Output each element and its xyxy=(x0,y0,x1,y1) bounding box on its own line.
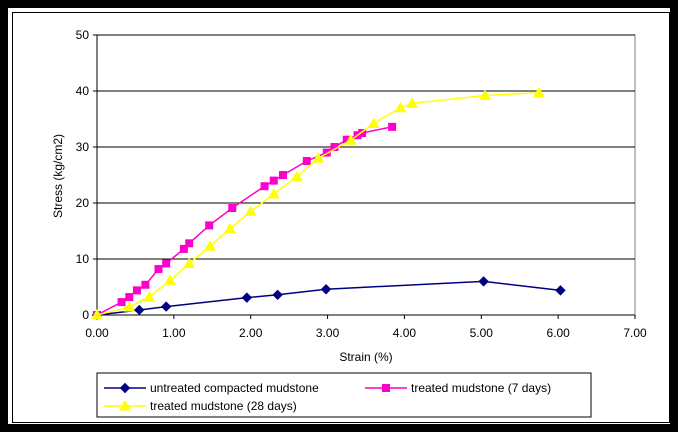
x-tick-label: 3.00 xyxy=(316,326,340,340)
data-point xyxy=(267,188,280,199)
x-tick-label: 5.00 xyxy=(470,326,494,340)
data-point xyxy=(479,89,491,100)
y-tick-label: 30 xyxy=(76,140,90,154)
data-point xyxy=(367,117,380,128)
data-point xyxy=(134,304,145,316)
data-point xyxy=(205,221,214,230)
data-point xyxy=(164,274,176,285)
legend-item: treated mudstone (7 days) xyxy=(365,381,551,395)
x-tick-label: 1.00 xyxy=(162,326,186,340)
legend-label: treated mudstone (7 days) xyxy=(411,381,551,395)
legend-marker xyxy=(382,384,390,392)
x-axis-label: Strain (%) xyxy=(339,350,392,364)
plot-area xyxy=(96,34,636,316)
legend: untreated compacted mudstone treated muds… xyxy=(96,372,592,418)
data-point xyxy=(344,134,357,145)
y-axis-label: Stress (kg/cm2) xyxy=(51,134,65,218)
data-point xyxy=(141,280,150,289)
data-point xyxy=(204,240,216,251)
series-3 xyxy=(91,86,545,320)
data-point xyxy=(224,222,236,234)
data-point xyxy=(302,157,311,165)
data-point xyxy=(406,97,418,108)
x-tick-label: 6.00 xyxy=(546,326,570,340)
data-point xyxy=(478,276,489,287)
legend-marker xyxy=(119,382,131,394)
x-tick-label: 2.00 xyxy=(239,326,263,340)
x-tick-label: 7.00 xyxy=(623,326,647,340)
y-tick-label: 50 xyxy=(76,28,90,42)
data-point xyxy=(244,205,257,216)
data-point xyxy=(228,204,237,213)
legend-label: treated mudstone (28 days) xyxy=(150,399,297,413)
data-point xyxy=(388,122,397,131)
x-tick-label: 4.00 xyxy=(393,326,417,340)
data-point xyxy=(358,129,367,137)
data-point xyxy=(183,257,196,268)
legend-box xyxy=(96,372,592,418)
y-tick-label: 40 xyxy=(76,84,90,98)
data-point xyxy=(162,259,171,268)
data-point xyxy=(322,148,331,157)
data-point xyxy=(160,301,172,312)
legend-marker xyxy=(119,399,131,411)
data-point xyxy=(272,289,283,301)
data-point xyxy=(154,265,163,274)
axes: 0 10 20 30 40 50 0.00 1.00 2.00 3.00 4.00 5.00 6.00 7… xyxy=(76,28,647,340)
data-point xyxy=(241,292,253,303)
data-point xyxy=(143,291,156,302)
data-point xyxy=(320,284,332,295)
data-point xyxy=(394,101,407,113)
legend-item: untreated compacted mudstone xyxy=(104,381,319,395)
data-point xyxy=(185,239,194,248)
data-point xyxy=(125,293,134,302)
x-tick-label: 0.00 xyxy=(85,326,109,340)
gridlines xyxy=(97,34,635,260)
legend-item: treated mudstone (28 days) xyxy=(104,399,297,413)
data-point xyxy=(132,286,141,295)
legend-label: untreated compacted mudstone xyxy=(150,381,319,395)
data-point xyxy=(117,298,126,307)
data-point xyxy=(179,244,188,253)
data-point xyxy=(123,301,136,312)
data-point xyxy=(533,86,545,98)
data-point xyxy=(278,171,287,179)
series-1 xyxy=(91,276,566,321)
series-layer xyxy=(91,86,566,321)
data-point xyxy=(290,170,303,182)
data-point xyxy=(91,308,103,320)
data-point xyxy=(312,152,325,163)
y-tick-label: 20 xyxy=(76,196,90,210)
data-point xyxy=(269,176,278,185)
chart-inner-border xyxy=(12,12,670,423)
data-point xyxy=(555,285,566,296)
series-2 xyxy=(93,122,397,319)
data-point xyxy=(260,182,269,191)
y-tick-label: 10 xyxy=(76,252,90,266)
y-tick-label: 0 xyxy=(82,308,89,322)
